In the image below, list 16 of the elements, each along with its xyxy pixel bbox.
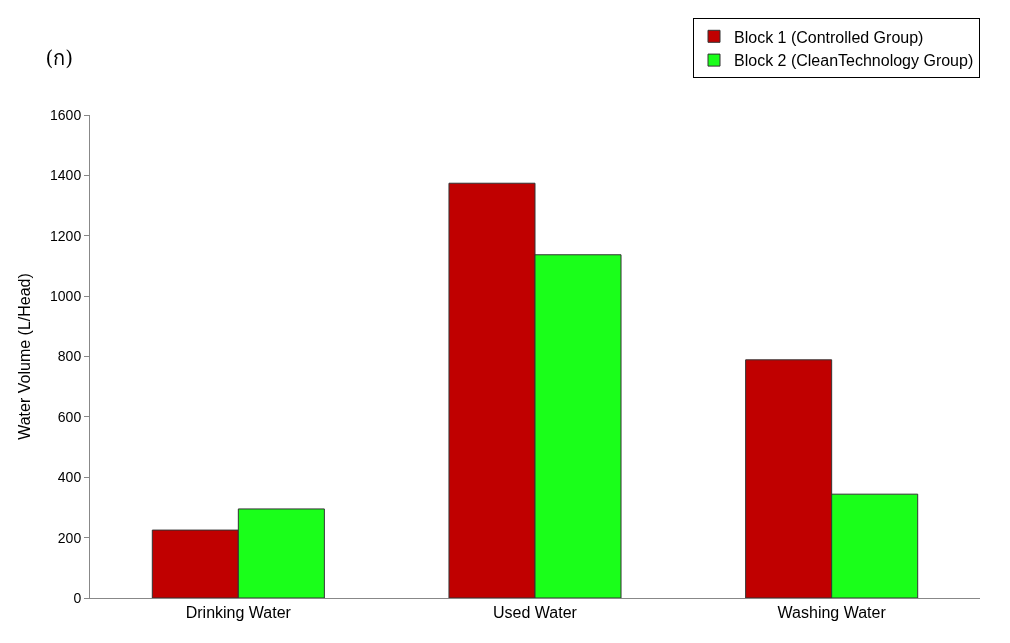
- y-tick-label: 800: [57, 348, 82, 365]
- legend-label: Block 2 (CleanTechnology Group): [734, 52, 974, 70]
- y-tick-label: 200: [57, 529, 82, 546]
- y-tick-label: 600: [57, 408, 82, 425]
- y-tick-label: 1400: [50, 167, 82, 184]
- y-tick-label: 400: [57, 469, 82, 486]
- x-tick-label: Drinking Water: [185, 604, 292, 622]
- y-axis-title: Water Volume (L/Head): [15, 273, 33, 440]
- y-tick-label: 0: [73, 589, 82, 606]
- legend-label: Block 1 (Controlled Group): [734, 28, 924, 46]
- y-tick-label: 1600: [50, 106, 82, 123]
- x-tick-label: Washing Water: [777, 604, 887, 622]
- y-tick-label: 1000: [50, 288, 82, 305]
- x-tick-label: Used Water: [493, 604, 578, 622]
- y-tick-label: 1200: [50, 227, 82, 244]
- chart-title: (ก): [45, 46, 74, 71]
